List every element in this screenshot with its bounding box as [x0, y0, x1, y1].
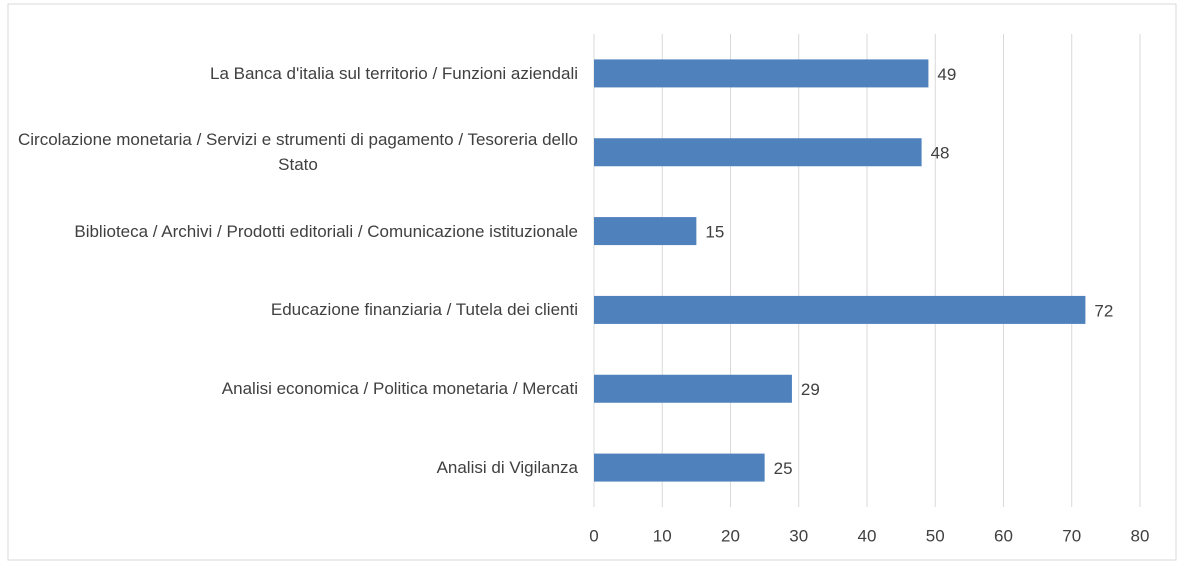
- data-label: 15: [705, 223, 724, 242]
- y-tick-label: Educazione finanziaria / Tutela dei clie…: [270, 300, 578, 320]
- x-tick-label: 50: [926, 526, 945, 545]
- bar: [594, 295, 1086, 324]
- x-tick-label: 30: [789, 526, 808, 545]
- x-tick-label: 10: [653, 526, 672, 545]
- data-label: 29: [801, 380, 820, 399]
- y-tick-label: La Banca d'italia sul territorio / Funzi…: [210, 63, 578, 83]
- data-label: 25: [774, 459, 793, 478]
- x-tick-label: 40: [858, 526, 877, 545]
- bar: [594, 59, 929, 88]
- x-tick-label: 70: [1062, 526, 1081, 545]
- data-label: 48: [931, 144, 950, 163]
- y-tick-label: Analisi economica / Politica monetaria /…: [221, 379, 578, 399]
- x-tick-label: 0: [589, 526, 598, 545]
- x-tick-label: 80: [1131, 526, 1150, 545]
- data-label: 72: [1094, 301, 1113, 320]
- y-tick-label: Circolazione monetaria / Servizi e strum…: [18, 130, 579, 175]
- y-tick-label: Analisi di Vigilanza: [436, 458, 578, 478]
- bar: [594, 374, 792, 403]
- bar: [594, 453, 765, 482]
- data-label: 49: [937, 65, 956, 84]
- chart-border: [7, 3, 1177, 561]
- x-tick-label: 20: [721, 526, 740, 545]
- bar: [594, 138, 922, 167]
- bar: [594, 217, 697, 246]
- x-tick-label: 60: [994, 526, 1013, 545]
- y-tick-label: Biblioteca / Archivi / Prodotti editoria…: [74, 221, 578, 241]
